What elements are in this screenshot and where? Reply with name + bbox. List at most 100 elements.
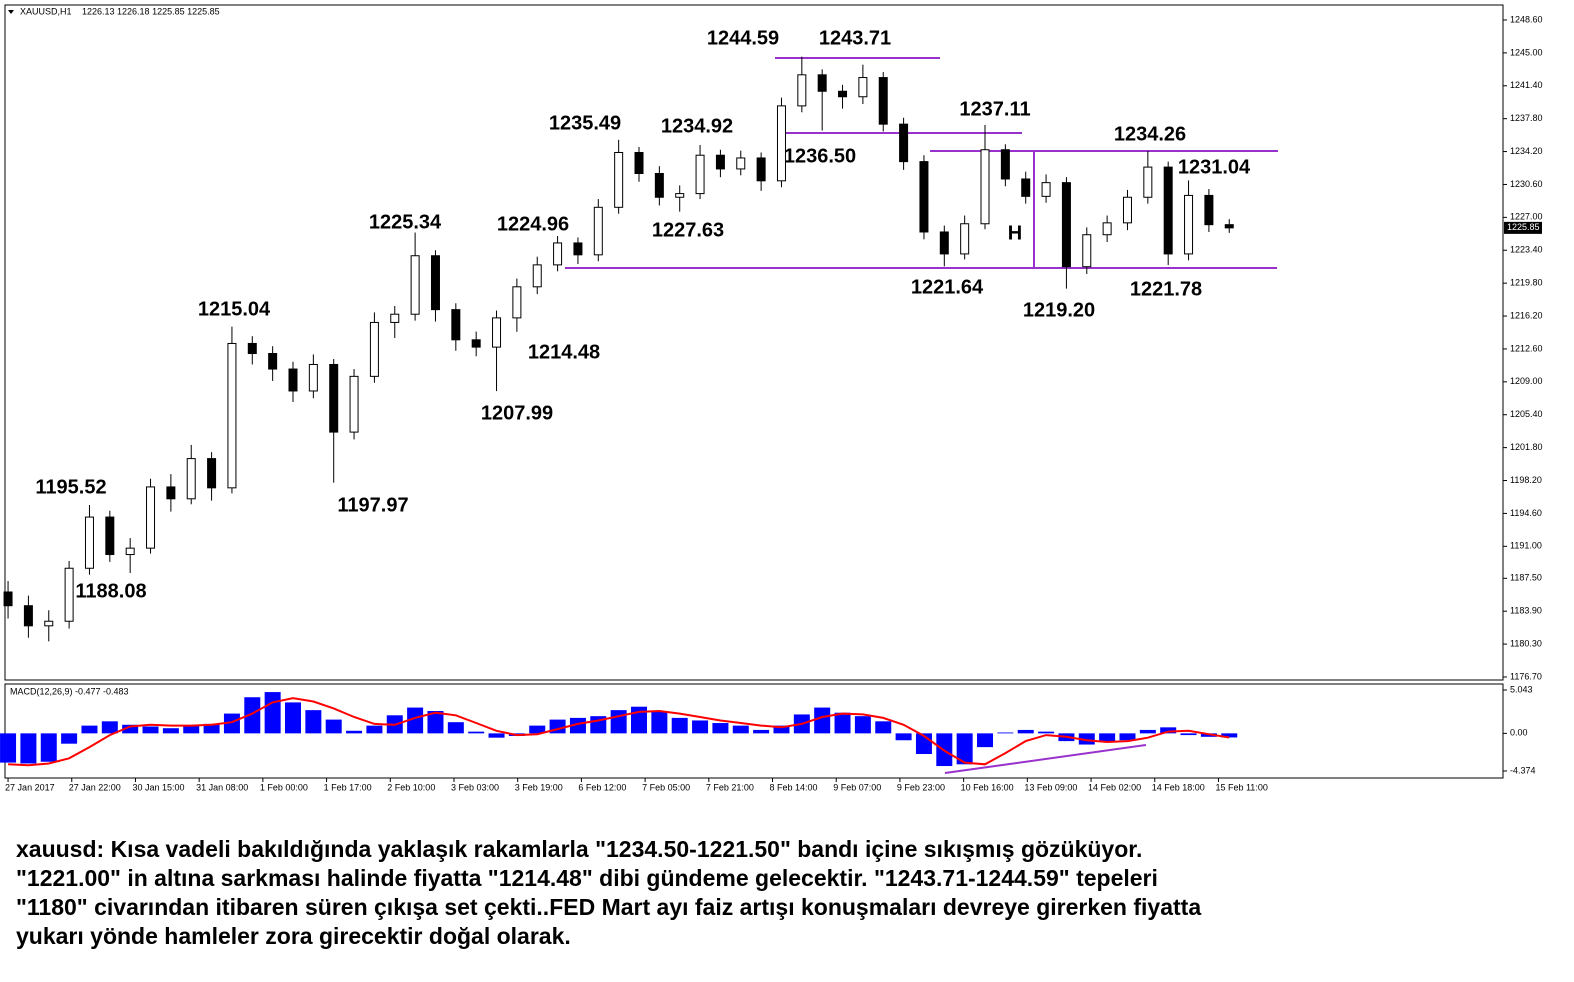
- macd-bar: [203, 723, 220, 734]
- y-tick-label: 1194.60: [1510, 508, 1542, 518]
- x-tick-label: 3 Feb 03:00: [451, 782, 499, 792]
- candle-body: [858, 77, 868, 98]
- candle-body: [146, 486, 156, 549]
- ohlc-label: 1226.13 1226.18 1225.85 1225.85: [82, 6, 220, 16]
- macd-bar: [956, 733, 973, 765]
- x-tick-label: 27 Jan 2017: [5, 782, 55, 792]
- macd-bar: [854, 716, 871, 734]
- candle-body: [166, 486, 176, 500]
- x-tick-label: 7 Feb 05:00: [642, 782, 690, 792]
- macd-bar: [1119, 733, 1136, 741]
- macd-bar: [753, 729, 770, 734]
- signal-line: [8, 697, 1230, 767]
- y-tick-label: 1248.60: [1510, 14, 1543, 24]
- candle-body: [980, 149, 990, 225]
- annotation: 1231.04: [1178, 156, 1251, 178]
- candle-body: [186, 458, 196, 500]
- y-tick-label: 1227.00: [1510, 212, 1543, 222]
- candle-body: [532, 264, 542, 288]
- candle-body: [268, 353, 278, 370]
- macd-bar: [1099, 733, 1116, 742]
- annotation: 1244.59: [707, 27, 779, 49]
- y-tick-label: 1180.30: [1510, 638, 1542, 648]
- macd-bar: [1221, 733, 1238, 738]
- caption-line: "1221.00" in altına sarkması halinde fiy…: [16, 865, 1158, 891]
- x-tick-label: 13 Feb 09:00: [1024, 782, 1077, 792]
- candle-body: [1204, 194, 1214, 226]
- candle-body: [369, 321, 379, 377]
- macd-bar: [895, 733, 912, 741]
- macd-panel: [4, 683, 1504, 779]
- x-tick-label: 9 Feb 07:00: [833, 782, 881, 792]
- candle-body: [492, 317, 502, 348]
- last-price-label: 1225.85: [1507, 222, 1540, 232]
- divergence-line: [944, 744, 1147, 774]
- macd-bar: [651, 711, 668, 734]
- annotation: 1221.64: [911, 276, 984, 298]
- annotation: 1235.49: [549, 112, 621, 134]
- macd-bar: [834, 712, 851, 734]
- candle-body: [105, 516, 115, 556]
- macd-bar: [81, 725, 98, 734]
- macd-bar: [346, 730, 363, 734]
- annotation: 1227.63: [652, 219, 724, 241]
- x-tick-label: 14 Feb 18:00: [1152, 782, 1205, 792]
- y-tick-label: 1245.00: [1510, 47, 1543, 57]
- y-tick-label: 1223.40: [1510, 245, 1543, 255]
- macd-bar: [325, 719, 342, 734]
- annotation: 1234.92: [661, 115, 733, 137]
- y-tick-label: 1234.20: [1510, 146, 1543, 156]
- candle-body: [960, 223, 970, 255]
- y-tick-label: 1216.20: [1510, 310, 1543, 320]
- candle-body: [349, 375, 359, 433]
- y-tick-label: 1209.00: [1510, 376, 1543, 386]
- macd-bar: [40, 733, 57, 762]
- price-panel: [4, 4, 1504, 681]
- macd-bar: [814, 707, 831, 734]
- macd-bar: [1139, 729, 1156, 734]
- candle-body: [1184, 194, 1194, 255]
- macd-bar: [183, 725, 200, 734]
- candle-body: [797, 74, 807, 107]
- annotation: 1221.78: [1130, 278, 1202, 300]
- macd-bar: [1160, 727, 1177, 734]
- y-tick-label: 1176.70: [1510, 671, 1542, 681]
- x-tick-label: 6 Feb 12:00: [578, 782, 626, 792]
- caption-line: xauusd: Kısa vadeli bakıldığında yaklaşı…: [16, 836, 1143, 862]
- annotation: 1195.52: [35, 476, 106, 498]
- candle-body: [1082, 234, 1092, 268]
- annotation: 1197.97: [337, 494, 408, 516]
- candle-body: [553, 242, 563, 266]
- annotation: 1215.04: [198, 298, 271, 320]
- candle-body: [1021, 178, 1031, 197]
- y-tick-label: -4.374: [1510, 765, 1536, 775]
- candle-body: [44, 620, 54, 627]
- annotation: 1234.26: [1114, 123, 1186, 145]
- candle-body: [512, 286, 522, 319]
- candle-body: [390, 313, 400, 323]
- caption-line: yukarı yönde hamleler zora girecektir do…: [16, 923, 571, 949]
- candle-body: [756, 157, 766, 182]
- macd-bar: [488, 733, 505, 738]
- y-tick-label: 1183.90: [1510, 606, 1542, 616]
- macd-bar: [1038, 731, 1055, 734]
- candle-body: [1224, 224, 1234, 229]
- macd-bar: [468, 731, 485, 734]
- macd-bar: [101, 721, 118, 734]
- macd-bar: [692, 720, 709, 734]
- chart-title: XAUUSD,H1: [20, 6, 72, 16]
- candle-body: [654, 172, 664, 198]
- candle-body: [125, 547, 135, 556]
- macd-bar: [0, 733, 17, 763]
- x-tick-label: 30 Jan 15:00: [132, 782, 184, 792]
- candle-body: [451, 309, 461, 341]
- y-tick-label: 1191.00: [1510, 541, 1542, 551]
- macd-bar: [407, 707, 424, 734]
- annotation: 1207.99: [481, 402, 553, 424]
- y-tick-label: 1230.60: [1510, 179, 1543, 189]
- macd-bar: [712, 723, 729, 734]
- macd-bar: [162, 728, 179, 734]
- y-tick-label: 1187.50: [1510, 573, 1542, 583]
- annotation: 1243.71: [819, 27, 891, 49]
- macd-bar: [773, 725, 790, 734]
